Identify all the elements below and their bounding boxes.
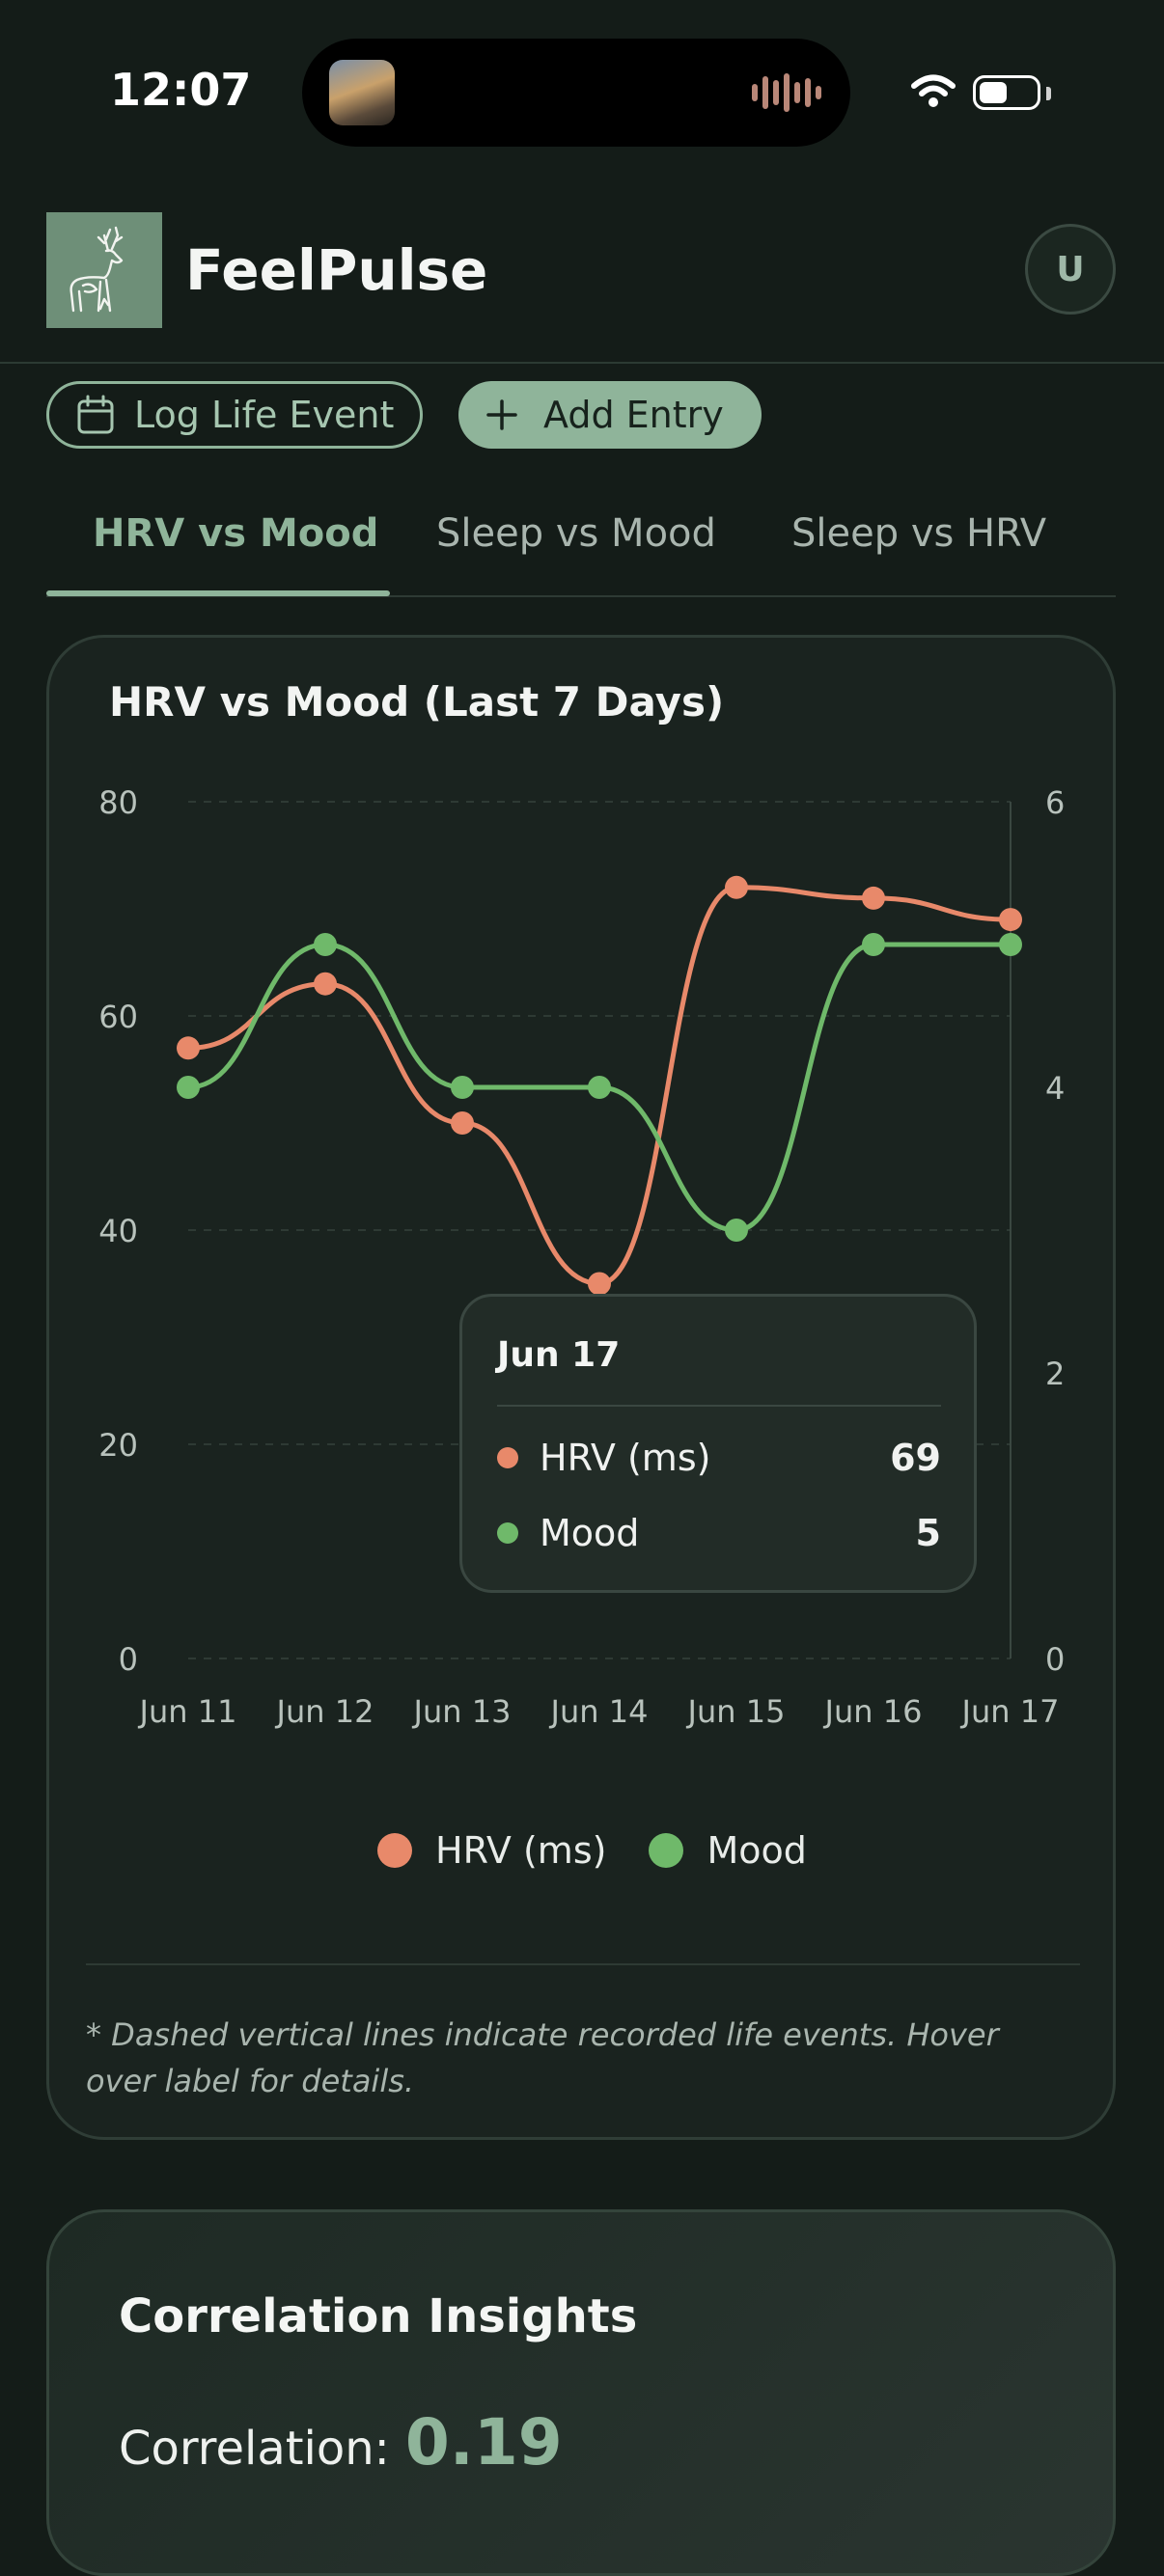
data-point-hrv — [862, 886, 885, 910]
tooltip-row-hrv: HRV (ms) 69 — [497, 1434, 941, 1482]
log-life-event-button[interactable]: Log Life Event — [46, 381, 423, 449]
data-point-mood — [314, 933, 337, 956]
y-right-tick-label: 0 — [1045, 1641, 1065, 1678]
tab-sleep-vs-hrv[interactable]: Sleep vs HRV — [791, 511, 1047, 556]
correlation-row: Correlation: 0.19 — [119, 2405, 563, 2480]
y-left-tick-label: 80 — [98, 784, 138, 821]
now-playing-artwork — [329, 60, 395, 125]
y-left-tick-label: 20 — [98, 1427, 138, 1464]
correlation-insights-card: Correlation Insights Correlation: 0.19 — [46, 2209, 1116, 2576]
data-point-mood — [588, 1076, 611, 1099]
legend-hrv-swatch — [377, 1833, 412, 1868]
correlation-label: Correlation: — [119, 2422, 390, 2476]
chart-legend: HRV (ms) Mood — [377, 1829, 849, 1872]
active-tab-indicator — [46, 590, 390, 596]
legend-mood-swatch — [649, 1833, 684, 1868]
card-divider — [86, 1963, 1080, 1965]
data-point-hrv — [999, 908, 1022, 932]
insights-title: Correlation Insights — [119, 2289, 638, 2343]
x-tick-label: Jun 14 — [549, 1693, 649, 1730]
data-point-mood — [451, 1076, 474, 1099]
legend-hrv-label: HRV (ms) — [435, 1829, 607, 1872]
x-tick-label: Jun 16 — [823, 1693, 923, 1730]
data-point-mood — [862, 933, 885, 956]
chart-tabs: HRV vs Mood Sleep vs Mood Sleep vs HRV — [46, 502, 1116, 598]
add-entry-button[interactable]: Add Entry — [458, 381, 762, 449]
plus-icon — [486, 399, 517, 430]
tooltip-mood-value: 5 — [915, 1512, 941, 1554]
hrv-mood-chart[interactable]: 0 20 40 60 80 0 2 4 6 Jun 11 Jun 12 Jun 13 Jun 14 Jun… — [49, 638, 1113, 1815]
y-right-tick-label: 2 — [1045, 1356, 1065, 1392]
hrv-dot-icon — [497, 1447, 518, 1468]
tab-sleep-vs-mood[interactable]: Sleep vs Mood — [436, 511, 716, 556]
battery-icon — [973, 75, 1040, 110]
mood-dot-icon — [497, 1522, 518, 1544]
data-point-mood — [999, 933, 1022, 956]
wifi-icon — [911, 74, 956, 107]
tabs-baseline — [46, 595, 1116, 597]
app-title: FeelPulse — [185, 237, 488, 303]
legend-mood-label: Mood — [707, 1829, 807, 1872]
battery-nub — [1046, 87, 1051, 100]
chart-tooltip: Jun 17 HRV (ms) 69 Mood 5 — [459, 1294, 977, 1593]
data-point-hrv — [725, 875, 748, 899]
deer-icon — [69, 226, 124, 313]
chart-footnote: * Dashed vertical lines indicate recorde… — [86, 2016, 999, 2099]
tooltip-divider — [497, 1405, 941, 1407]
data-point-hrv — [314, 972, 337, 996]
y-right-tick-label: 6 — [1045, 784, 1065, 821]
chart-card: HRV vs Mood (Last 7 Days) 0 20 40 60 80 0 2 4 6 J… — [46, 635, 1116, 2140]
x-tick-label: Jun 11 — [138, 1693, 237, 1730]
tooltip-hrv-value: 69 — [890, 1437, 941, 1479]
add-entry-label: Add Entry — [543, 394, 724, 436]
correlation-value: 0.19 — [404, 2405, 563, 2480]
tooltip-hrv-label: HRV (ms) — [540, 1437, 711, 1479]
x-tick-label: Jun 13 — [412, 1693, 512, 1730]
y-left-tick-label: 40 — [98, 1213, 138, 1249]
legend-item-mood[interactable]: Mood — [649, 1829, 807, 1872]
legend-item-hrv[interactable]: HRV (ms) — [377, 1829, 606, 1872]
tooltip-row-mood: Mood 5 — [497, 1509, 941, 1557]
user-avatar[interactable]: U — [1025, 224, 1116, 315]
dynamic-island[interactable] — [302, 39, 850, 147]
x-tick-label: Jun 15 — [686, 1693, 786, 1730]
data-point-hrv — [177, 1036, 200, 1060]
x-tick-label: Jun 17 — [960, 1693, 1060, 1730]
tooltip-date: Jun 17 — [497, 1335, 621, 1375]
status-time: 12:07 — [110, 64, 252, 116]
data-point-hrv — [451, 1111, 474, 1135]
data-point-mood — [177, 1076, 200, 1099]
y-right-tick-label: 4 — [1045, 1070, 1065, 1107]
calendar-icon — [77, 395, 114, 434]
y-left-tick-label: 60 — [98, 999, 138, 1035]
y-left-tick-label: 0 — [119, 1641, 138, 1678]
log-life-event-label: Log Life Event — [134, 394, 395, 436]
audio-waveform-icon — [752, 73, 821, 112]
app-logo — [46, 212, 162, 328]
data-point-hrv — [588, 1272, 611, 1296]
data-point-mood — [725, 1219, 748, 1242]
tab-hrv-vs-mood[interactable]: HRV vs Mood — [93, 511, 379, 556]
chart-title: HRV vs Mood (Last 7 Days) — [109, 678, 725, 726]
x-tick-label: Jun 12 — [275, 1693, 374, 1730]
header-divider — [0, 362, 1164, 364]
tooltip-mood-label: Mood — [540, 1512, 640, 1554]
